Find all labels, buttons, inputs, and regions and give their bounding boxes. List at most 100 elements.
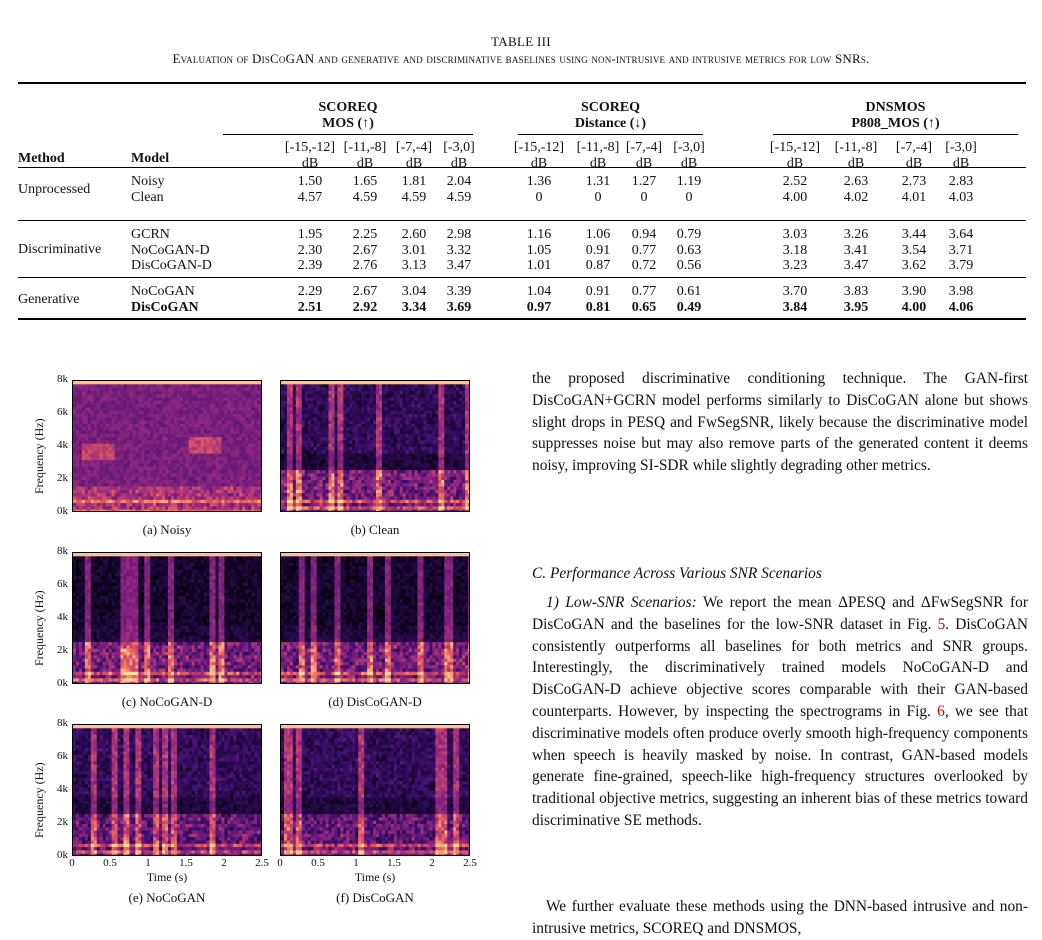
value-cell: 3.26 xyxy=(826,227,886,243)
value-cell: 3.70 xyxy=(765,284,825,300)
value-cell: 1.16 xyxy=(509,227,569,243)
x-tick-label: 1 xyxy=(346,857,366,869)
value-cell: 3.83 xyxy=(826,284,886,300)
model-cell: GCRN xyxy=(131,227,251,243)
spectrogram-panel-d xyxy=(280,552,470,684)
value-cell: 1.05 xyxy=(509,243,569,259)
spectrogram-panel-e xyxy=(72,724,262,856)
x-tick-label: 2 xyxy=(422,857,442,869)
snr-unit: dB xyxy=(649,156,729,172)
model-cell: NoCoGAN-D xyxy=(131,243,251,259)
fig6-link[interactable]: 6 xyxy=(937,703,945,720)
paragraph-3: We further evaluate these methods using … xyxy=(532,896,1028,940)
spectrogram-image xyxy=(73,381,262,512)
model-cell: DisCoGAN xyxy=(131,300,251,316)
y-tick-label: 2k xyxy=(48,472,68,484)
snr-header: [-3,0] xyxy=(649,140,729,156)
group-header: SCOREQ xyxy=(518,100,703,116)
group-rule xyxy=(773,134,1018,135)
y-axis-label: Frequency (Hz) xyxy=(32,590,47,666)
value-cell: 2.83 xyxy=(931,174,991,190)
value-cell: 1.36 xyxy=(509,174,569,190)
y-tick-label: 6k xyxy=(48,406,68,418)
group-header: MOS (↑) xyxy=(223,116,473,132)
y-tick-label: 8k xyxy=(48,545,68,557)
group-header: DNSMOS xyxy=(773,100,1018,116)
value-cell: 2.51 xyxy=(280,300,340,316)
x-tick-label: 2.5 xyxy=(460,857,480,869)
subfigure-caption: (f) DisCoGAN xyxy=(280,890,470,906)
value-cell: 1.01 xyxy=(509,258,569,274)
y-tick-label: 0k xyxy=(48,505,68,517)
group-header: Distance (↓) xyxy=(518,116,703,132)
subfigure-caption: (b) Clean xyxy=(280,522,470,538)
value-cell: 3.95 xyxy=(826,300,886,316)
snr-unit: dB xyxy=(419,156,499,172)
value-cell: 3.84 xyxy=(765,300,825,316)
value-cell: 0.49 xyxy=(659,300,719,316)
value-cell: 2.63 xyxy=(826,174,886,190)
model-cell: Noisy xyxy=(131,174,251,190)
value-cell: 1.19 xyxy=(659,174,719,190)
model-cell: NoCoGAN xyxy=(131,284,251,300)
value-cell: 2.98 xyxy=(429,227,489,243)
y-tick-label: 4k xyxy=(48,611,68,623)
value-cell: 0.97 xyxy=(509,300,569,316)
value-cell: 4.06 xyxy=(931,300,991,316)
y-tick-label: 0k xyxy=(48,677,68,689)
value-cell: 0.79 xyxy=(659,227,719,243)
spectrogram-image xyxy=(281,381,470,512)
x-tick-label: 0.5 xyxy=(308,857,328,869)
value-cell: 0.61 xyxy=(659,284,719,300)
method-cell: Unprocessed xyxy=(18,182,148,198)
y-axis-label: Frequency (Hz) xyxy=(32,418,47,494)
value-cell: 0 xyxy=(659,190,719,206)
value-cell: 0.63 xyxy=(659,243,719,259)
table-section-rule xyxy=(18,220,1026,221)
value-cell: 4.59 xyxy=(429,190,489,206)
value-cell: 2.29 xyxy=(280,284,340,300)
subfigure-caption: (e) NoCoGAN xyxy=(72,890,262,906)
value-cell: 3.32 xyxy=(429,243,489,259)
model-cell: DisCoGAN-D xyxy=(131,258,251,274)
group-rule xyxy=(518,134,703,135)
x-axis-label: Time (s) xyxy=(280,870,470,885)
model-cell: Clean xyxy=(131,190,251,206)
x-tick-label: 0.5 xyxy=(100,857,120,869)
x-tick-label: 2 xyxy=(214,857,234,869)
table-section-rule xyxy=(18,277,1026,278)
y-tick-label: 6k xyxy=(48,578,68,590)
group-header: SCOREQ xyxy=(223,100,473,116)
value-cell: 3.98 xyxy=(931,284,991,300)
spectrogram-panel-f xyxy=(280,724,470,856)
value-cell: 4.57 xyxy=(280,190,340,206)
column-header-method: Method xyxy=(18,151,148,167)
spectrogram-image xyxy=(73,553,262,684)
value-cell: 0 xyxy=(509,190,569,206)
value-cell: 0.56 xyxy=(659,258,719,274)
method-cell: Generative xyxy=(18,292,148,308)
x-tick-label: 1.5 xyxy=(176,857,196,869)
value-cell: 3.41 xyxy=(826,243,886,259)
x-tick-label: 0 xyxy=(270,857,290,869)
value-cell: 1.95 xyxy=(280,227,340,243)
subsection-heading: 1) Low-SNR Scenarios: xyxy=(546,594,697,611)
x-tick-label: 1 xyxy=(138,857,158,869)
y-tick-label: 4k xyxy=(48,783,68,795)
paragraph-2: 1) Low-SNR Scenarios: We report the mean… xyxy=(532,592,1028,832)
value-cell: 2.04 xyxy=(429,174,489,190)
table-bottom-rule xyxy=(18,318,1026,320)
snr-header: [-3,0] xyxy=(921,140,1001,156)
subfigure-caption: (d) DisCoGAN-D xyxy=(280,694,470,710)
x-tick-label: 0 xyxy=(62,857,82,869)
value-cell: 3.79 xyxy=(931,258,991,274)
spectrogram-panel-c xyxy=(72,552,262,684)
value-cell: 3.71 xyxy=(931,243,991,259)
group-rule xyxy=(223,134,473,135)
value-cell: 3.64 xyxy=(931,227,991,243)
table-caption: Evaluation of DisCoGAN and generative an… xyxy=(0,51,1042,67)
value-cell: 2.30 xyxy=(280,243,340,259)
method-cell: Discriminative xyxy=(18,242,148,258)
spectrogram-panel-a xyxy=(72,380,262,512)
